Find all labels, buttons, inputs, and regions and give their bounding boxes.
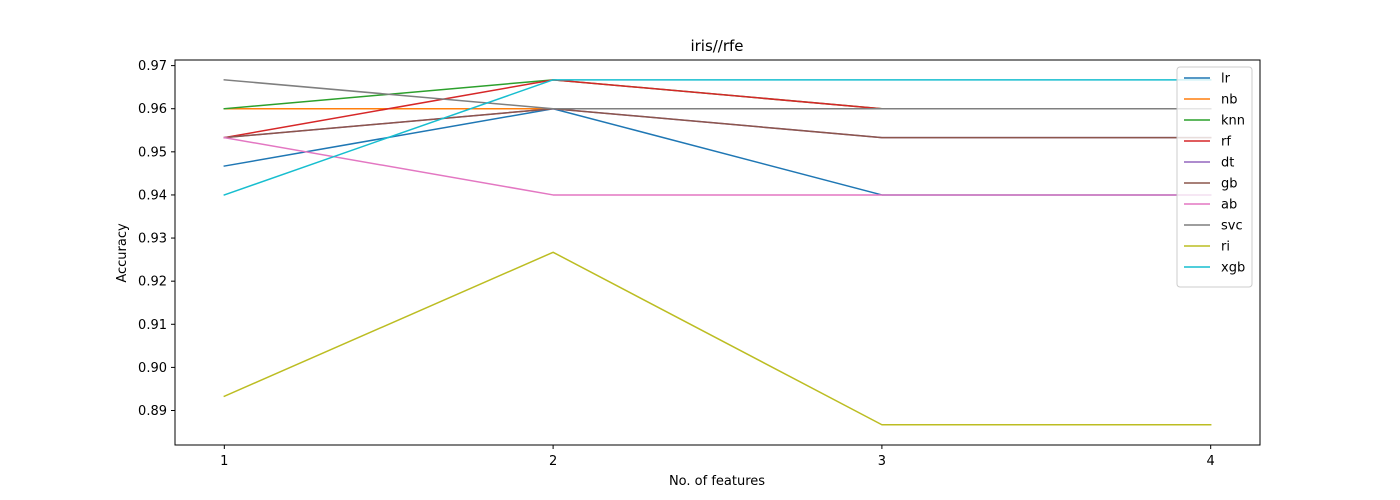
series-line-lr bbox=[223, 107, 1212, 196]
legend-label-svc: svc bbox=[1221, 219, 1243, 234]
chart-title: iris//rfe bbox=[690, 37, 743, 55]
x-tick-label: 4 bbox=[1207, 454, 1215, 469]
y-tick-label: 0.94 bbox=[138, 188, 167, 203]
legend-label-dt: dt bbox=[1221, 156, 1234, 171]
legend-label-nb: nb bbox=[1221, 93, 1238, 108]
legend-label-ri: ri bbox=[1221, 240, 1230, 255]
y-tick-label: 0.92 bbox=[138, 275, 167, 290]
axes-layer: 1 2 3 4 0.89 0.90 0.91 0.92 0.93 0.94 0.95 0.96 0.97 bbox=[138, 59, 1261, 469]
series-line-gb bbox=[223, 107, 1212, 139]
series-line-xgb bbox=[223, 79, 1212, 196]
legend-label-xgb: xgb bbox=[1221, 261, 1245, 276]
series-line-svc bbox=[223, 79, 1212, 110]
y-tick-label: 0.97 bbox=[138, 59, 167, 74]
y-tick-label: 0.90 bbox=[138, 361, 167, 376]
y-tick-label: 0.89 bbox=[138, 404, 167, 419]
legend-box bbox=[1176, 66, 1253, 288]
series-line-ab bbox=[223, 136, 1212, 196]
y-tick-label: 0.96 bbox=[138, 102, 167, 117]
legend-label-ab: ab bbox=[1221, 198, 1237, 213]
legend: lr nb knn rf dt gb ab svc ri xgb bbox=[1176, 66, 1253, 288]
legend-label-knn: knn bbox=[1221, 114, 1245, 129]
legend-label-lr: lr bbox=[1221, 72, 1231, 87]
x-tick-label: 2 bbox=[549, 454, 557, 469]
y-tick-label: 0.93 bbox=[138, 232, 167, 247]
plot-frame bbox=[174, 59, 1261, 446]
x-tick-label: 1 bbox=[220, 454, 228, 469]
y-tick-label: 0.91 bbox=[138, 318, 167, 333]
series-layer bbox=[223, 79, 1212, 426]
y-tick-label: 0.95 bbox=[138, 145, 167, 160]
x-axis-title: No. of features bbox=[669, 474, 765, 489]
series-line-ri bbox=[223, 251, 1212, 426]
y-axis-title: Accuracy bbox=[115, 223, 130, 283]
legend-label-gb: gb bbox=[1221, 177, 1238, 192]
legend-label-rf: rf bbox=[1221, 135, 1231, 150]
x-tick-label: 3 bbox=[878, 454, 886, 469]
